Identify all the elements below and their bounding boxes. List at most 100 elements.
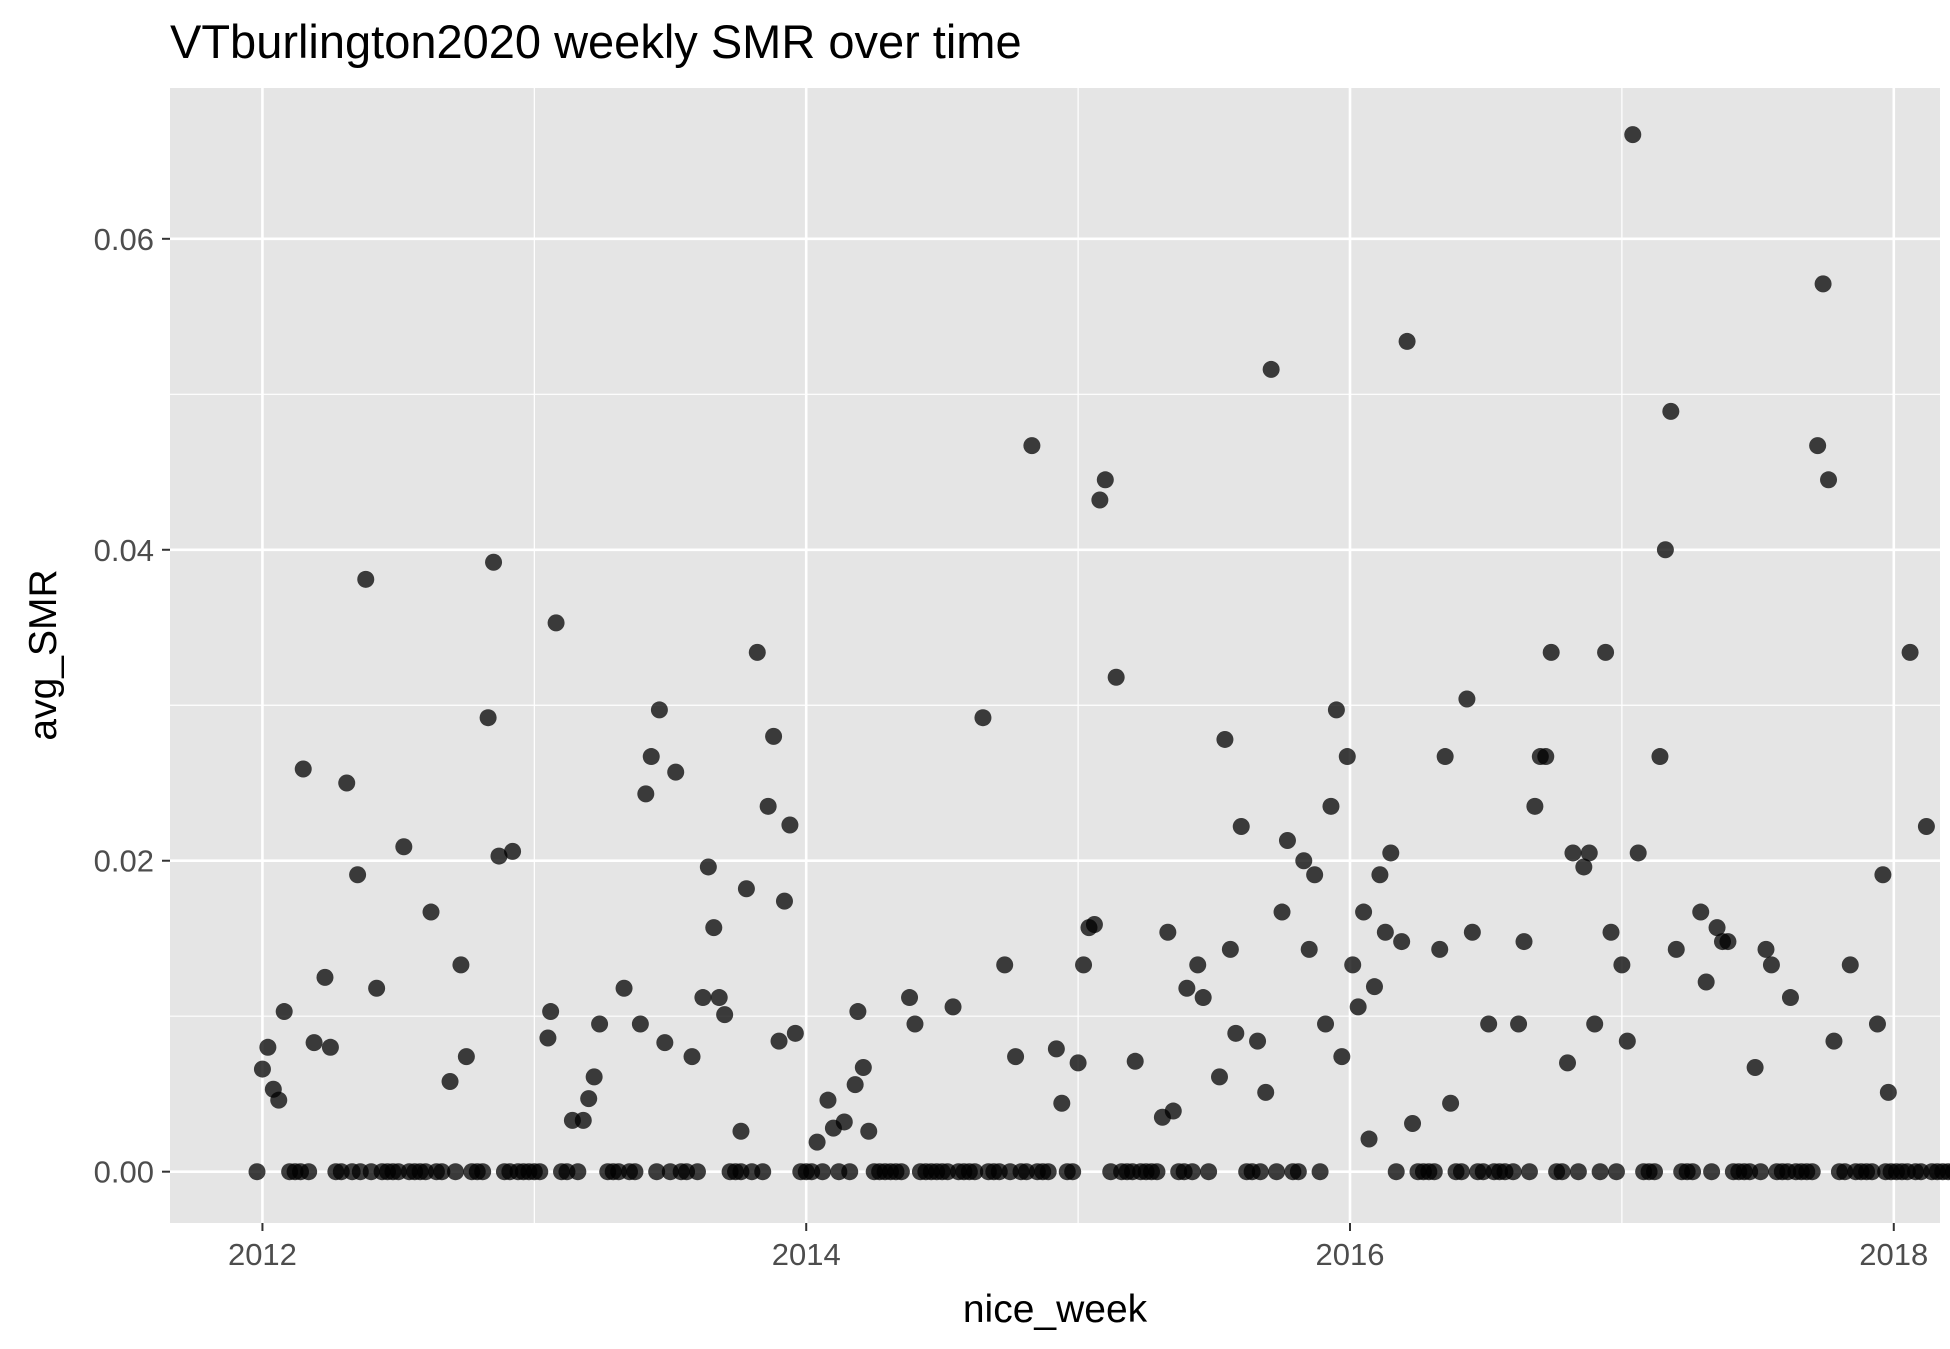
data-point xyxy=(591,1015,609,1033)
data-point xyxy=(542,1003,560,1021)
data-point xyxy=(1387,1163,1405,1181)
data-point xyxy=(1825,1032,1843,1050)
data-point xyxy=(338,774,356,792)
data-point xyxy=(648,1163,666,1181)
data-point xyxy=(1841,956,1859,974)
data-point xyxy=(1452,1163,1470,1181)
y-tick-label: 0.06 xyxy=(94,222,154,257)
data-point xyxy=(1684,1163,1702,1181)
data-point xyxy=(395,838,413,856)
data-point xyxy=(1039,1163,1057,1181)
data-point xyxy=(860,1122,878,1140)
data-point xyxy=(253,1060,271,1078)
data-point xyxy=(1221,940,1239,958)
data-point xyxy=(1064,1163,1082,1181)
data-point xyxy=(474,1163,492,1181)
data-point xyxy=(485,553,503,571)
data-point xyxy=(1814,275,1832,293)
data-point xyxy=(1091,491,1109,509)
data-point xyxy=(732,1122,750,1140)
data-point xyxy=(1200,1163,1218,1181)
data-point xyxy=(490,847,508,865)
data-point xyxy=(1515,933,1533,951)
data-point xyxy=(259,1038,277,1056)
data-point xyxy=(300,1163,318,1181)
data-point xyxy=(1762,956,1780,974)
data-point xyxy=(854,1059,872,1077)
minor-gridlines xyxy=(170,88,1940,1223)
data-point xyxy=(974,709,992,727)
data-point xyxy=(1607,1163,1625,1181)
y-tick-label: 0.00 xyxy=(94,1155,154,1190)
data-point xyxy=(1249,1032,1267,1050)
data-point xyxy=(1629,844,1647,862)
data-point xyxy=(452,956,470,974)
data-point xyxy=(316,968,334,986)
data-point xyxy=(901,989,919,1007)
data-point xyxy=(1273,903,1291,921)
data-point xyxy=(781,816,799,834)
data-point xyxy=(716,1006,734,1024)
data-point xyxy=(1317,1015,1335,1033)
data-point xyxy=(1553,1163,1571,1181)
data-point xyxy=(1257,1083,1275,1101)
data-point xyxy=(1719,933,1737,951)
data-point xyxy=(1333,1048,1351,1066)
data-point xyxy=(1306,866,1324,884)
data-point xyxy=(626,1163,644,1181)
data-point xyxy=(1232,818,1250,836)
data-point xyxy=(683,1048,701,1066)
data-point xyxy=(1382,844,1400,862)
data-point xyxy=(574,1111,592,1129)
x-tick-label: 2016 xyxy=(1316,1237,1385,1272)
data-point xyxy=(637,785,655,803)
data-point xyxy=(1703,1163,1721,1181)
x-axis: 2012 2014 2016 2018 xyxy=(228,1223,1928,1272)
data-point xyxy=(892,1163,910,1181)
data-point xyxy=(1164,1102,1182,1120)
data-point xyxy=(479,709,497,727)
data-point xyxy=(457,1048,475,1066)
data-point xyxy=(1803,1163,1821,1181)
data-point xyxy=(754,1163,772,1181)
data-point xyxy=(1278,832,1296,850)
data-point xyxy=(1300,940,1318,958)
data-point xyxy=(1624,126,1642,144)
data-point xyxy=(966,1163,984,1181)
data-point xyxy=(1586,1015,1604,1033)
data-point xyxy=(1327,701,1345,719)
data-point xyxy=(1917,818,1935,836)
data-point xyxy=(1431,940,1449,958)
data-point xyxy=(433,1163,451,1181)
data-point xyxy=(819,1091,837,1109)
data-point xyxy=(422,903,440,921)
data-point xyxy=(1404,1114,1422,1132)
data-point xyxy=(765,727,783,745)
data-point xyxy=(1651,748,1669,766)
data-point xyxy=(1069,1054,1087,1072)
data-point xyxy=(1183,1163,1201,1181)
data-point xyxy=(944,998,962,1016)
data-point xyxy=(808,1133,826,1151)
data-point xyxy=(1879,1083,1897,1101)
data-point xyxy=(631,1015,649,1033)
data-point xyxy=(1393,933,1411,951)
data-point xyxy=(996,956,1014,974)
chart-title: VTburlington2020 weekly SMR over time xyxy=(170,15,1022,68)
data-point xyxy=(1023,437,1041,455)
y-axis-title: avg_SMR xyxy=(22,569,65,740)
data-point xyxy=(504,842,522,860)
data-point xyxy=(446,1163,464,1181)
data-point xyxy=(1510,1015,1528,1033)
data-point xyxy=(547,614,565,632)
data-point xyxy=(1338,748,1356,766)
data-point xyxy=(770,1032,788,1050)
y-axis: 0.00 0.02 0.04 0.06 xyxy=(94,222,170,1190)
y-tick-label: 0.02 xyxy=(94,844,154,879)
data-point xyxy=(1597,643,1615,661)
data-point xyxy=(1349,998,1367,1016)
data-point xyxy=(1458,690,1476,708)
data-point xyxy=(1376,923,1394,941)
data-point xyxy=(1251,1163,1269,1181)
data-point xyxy=(814,1163,832,1181)
